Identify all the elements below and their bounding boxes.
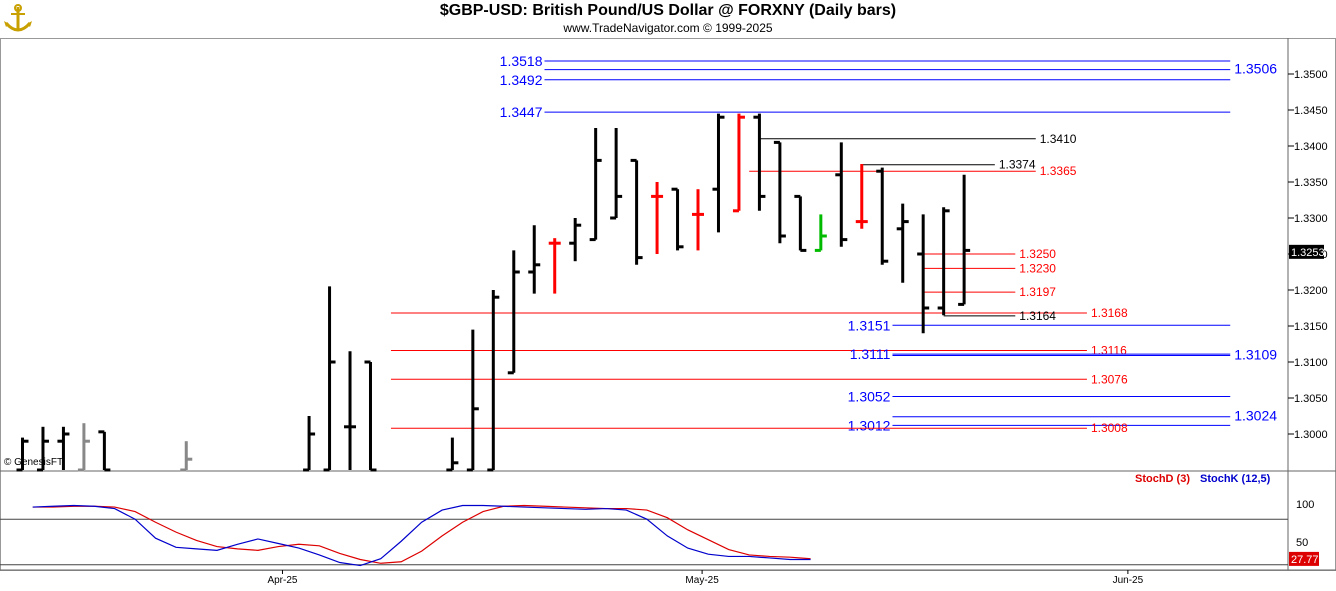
level-label: 1.3168 (1091, 306, 1128, 320)
legend-stochk: StochK (12,5) (1200, 473, 1271, 485)
level-label: 1.3447 (500, 104, 543, 120)
level-label: 1.3008 (1091, 421, 1128, 435)
level-label: 1.3506 (1234, 61, 1277, 77)
level-label: 1.3518 (500, 53, 543, 69)
y-tick-label: 1.3000 (1294, 429, 1328, 441)
level-label: 1.3109 (1234, 347, 1277, 363)
y-tick-label: 1.3450 (1294, 105, 1328, 117)
chart-frame (0, 38, 1336, 571)
price-axis: 1.35001.34501.34001.33501.33001.32501.32… (1288, 69, 1328, 441)
y-tick-label: 1.3050 (1294, 393, 1328, 405)
y-tick-label: 1.3350 (1294, 177, 1328, 189)
level-label: 1.3492 (500, 72, 543, 88)
osc-tick-label: 100 (1296, 499, 1314, 511)
y-tick-label: 1.3400 (1294, 141, 1328, 153)
osc-last-box (1289, 551, 1319, 566)
stoch-series-line (32, 504, 811, 564)
stoch-series-line (32, 504, 811, 567)
x-tick-label: May-25 (685, 575, 719, 586)
level-label: 1.3374 (999, 158, 1036, 172)
y-tick-label: 1.3100 (1294, 357, 1328, 369)
level-label: 1.3250 (1019, 247, 1056, 261)
ohlc-bars (16, 113, 971, 472)
last-price-box (1289, 244, 1324, 259)
y-tick-label: 1.3300 (1294, 213, 1328, 225)
level-label: 1.3197 (1019, 285, 1056, 299)
level-label: 1.3410 (1040, 132, 1077, 146)
date-axis: Apr-25 May-25 Jun-25 (267, 570, 1144, 586)
level-label: 1.3230 (1019, 261, 1056, 275)
osc-last-label: 27.77 (1291, 554, 1319, 566)
support-resistance-levels: 1.3518 1.3506 1.3492 1.3447 1.3410 1.3374 1.33… (390, 53, 1277, 435)
level-label: 1.3111 (850, 346, 891, 362)
level-label: 1.3076 (1091, 372, 1128, 386)
x-tick-label: Jun-25 (1113, 575, 1144, 586)
level-label: 1.3365 (1040, 164, 1077, 178)
legend-stochd: StochD (3) (1135, 473, 1190, 485)
level-label: 1.3024 (1234, 408, 1277, 424)
y-tick-label: 1.3200 (1294, 285, 1328, 297)
x-tick-label: Apr-25 (267, 575, 297, 586)
chart-subtitle: www.TradeNavigator.com © 1999-2025 (563, 21, 773, 35)
stochastic-panel: 100 50 27.77 StochD (3) StochK (12,5) (0, 473, 1319, 567)
level-label: 1.3052 (848, 389, 891, 405)
plot-border (0, 38, 1336, 571)
y-tick-label: 1.3500 (1294, 69, 1328, 81)
osc-tick-label: 50 (1296, 537, 1308, 549)
anchor-logo-icon (3, 3, 33, 35)
level-label: 1.3164 (1019, 309, 1056, 323)
watermark-text: © GenesisFT (4, 457, 64, 468)
last-price-label: 1.3253 (1291, 247, 1325, 259)
level-label: 1.3012 (848, 417, 891, 433)
level-label: 1.3151 (848, 317, 891, 333)
y-tick-label: 1.3150 (1294, 321, 1328, 333)
chart-title: $GBP-USD: British Pound/US Dollar @ FORX… (439, 2, 897, 19)
